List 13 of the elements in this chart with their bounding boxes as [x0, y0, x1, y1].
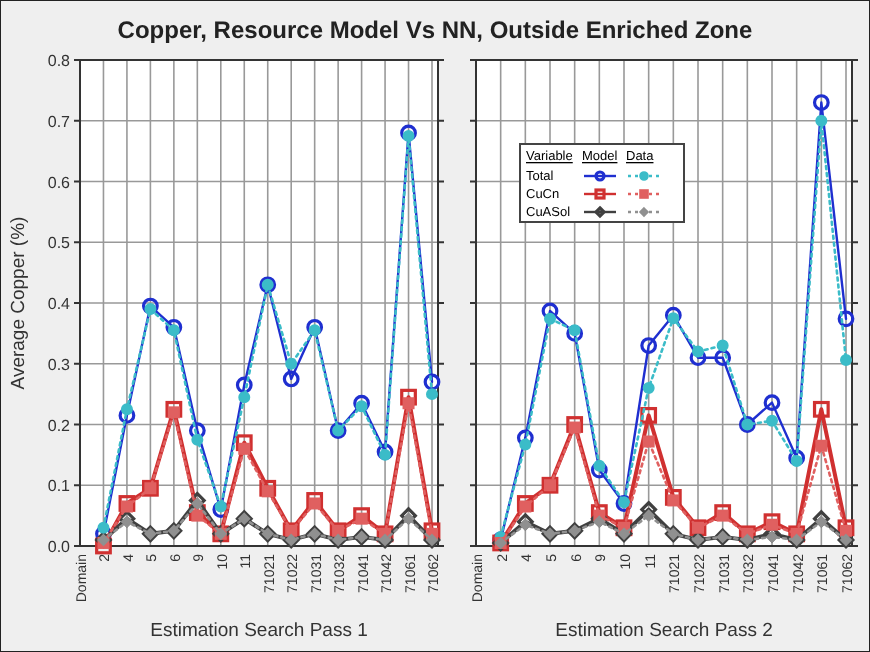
- y-axis-title: Average Copper (%): [8, 216, 30, 390]
- y-tick-label: 0.2: [47, 416, 72, 435]
- y-tick-label: 0.7: [47, 112, 72, 131]
- x-axis-title: Estimation Search Pass 2: [555, 620, 773, 642]
- y-tick-label: 0.3: [47, 355, 72, 374]
- y-tick-label: 0.5: [47, 234, 72, 253]
- x-axis-title: Estimation Search Pass 1: [150, 620, 368, 642]
- y-tick-label: 0.6: [47, 173, 72, 192]
- y-tick-label: 0.0: [47, 538, 72, 556]
- y-tick-label: 0.4: [47, 295, 72, 313]
- y-tick-label: 0.8: [47, 52, 72, 70]
- chart-title: Copper, Resource Model Vs NN, Outside Enriched Zone: [117, 16, 754, 44]
- y-tick-label: 0.1: [47, 477, 72, 496]
